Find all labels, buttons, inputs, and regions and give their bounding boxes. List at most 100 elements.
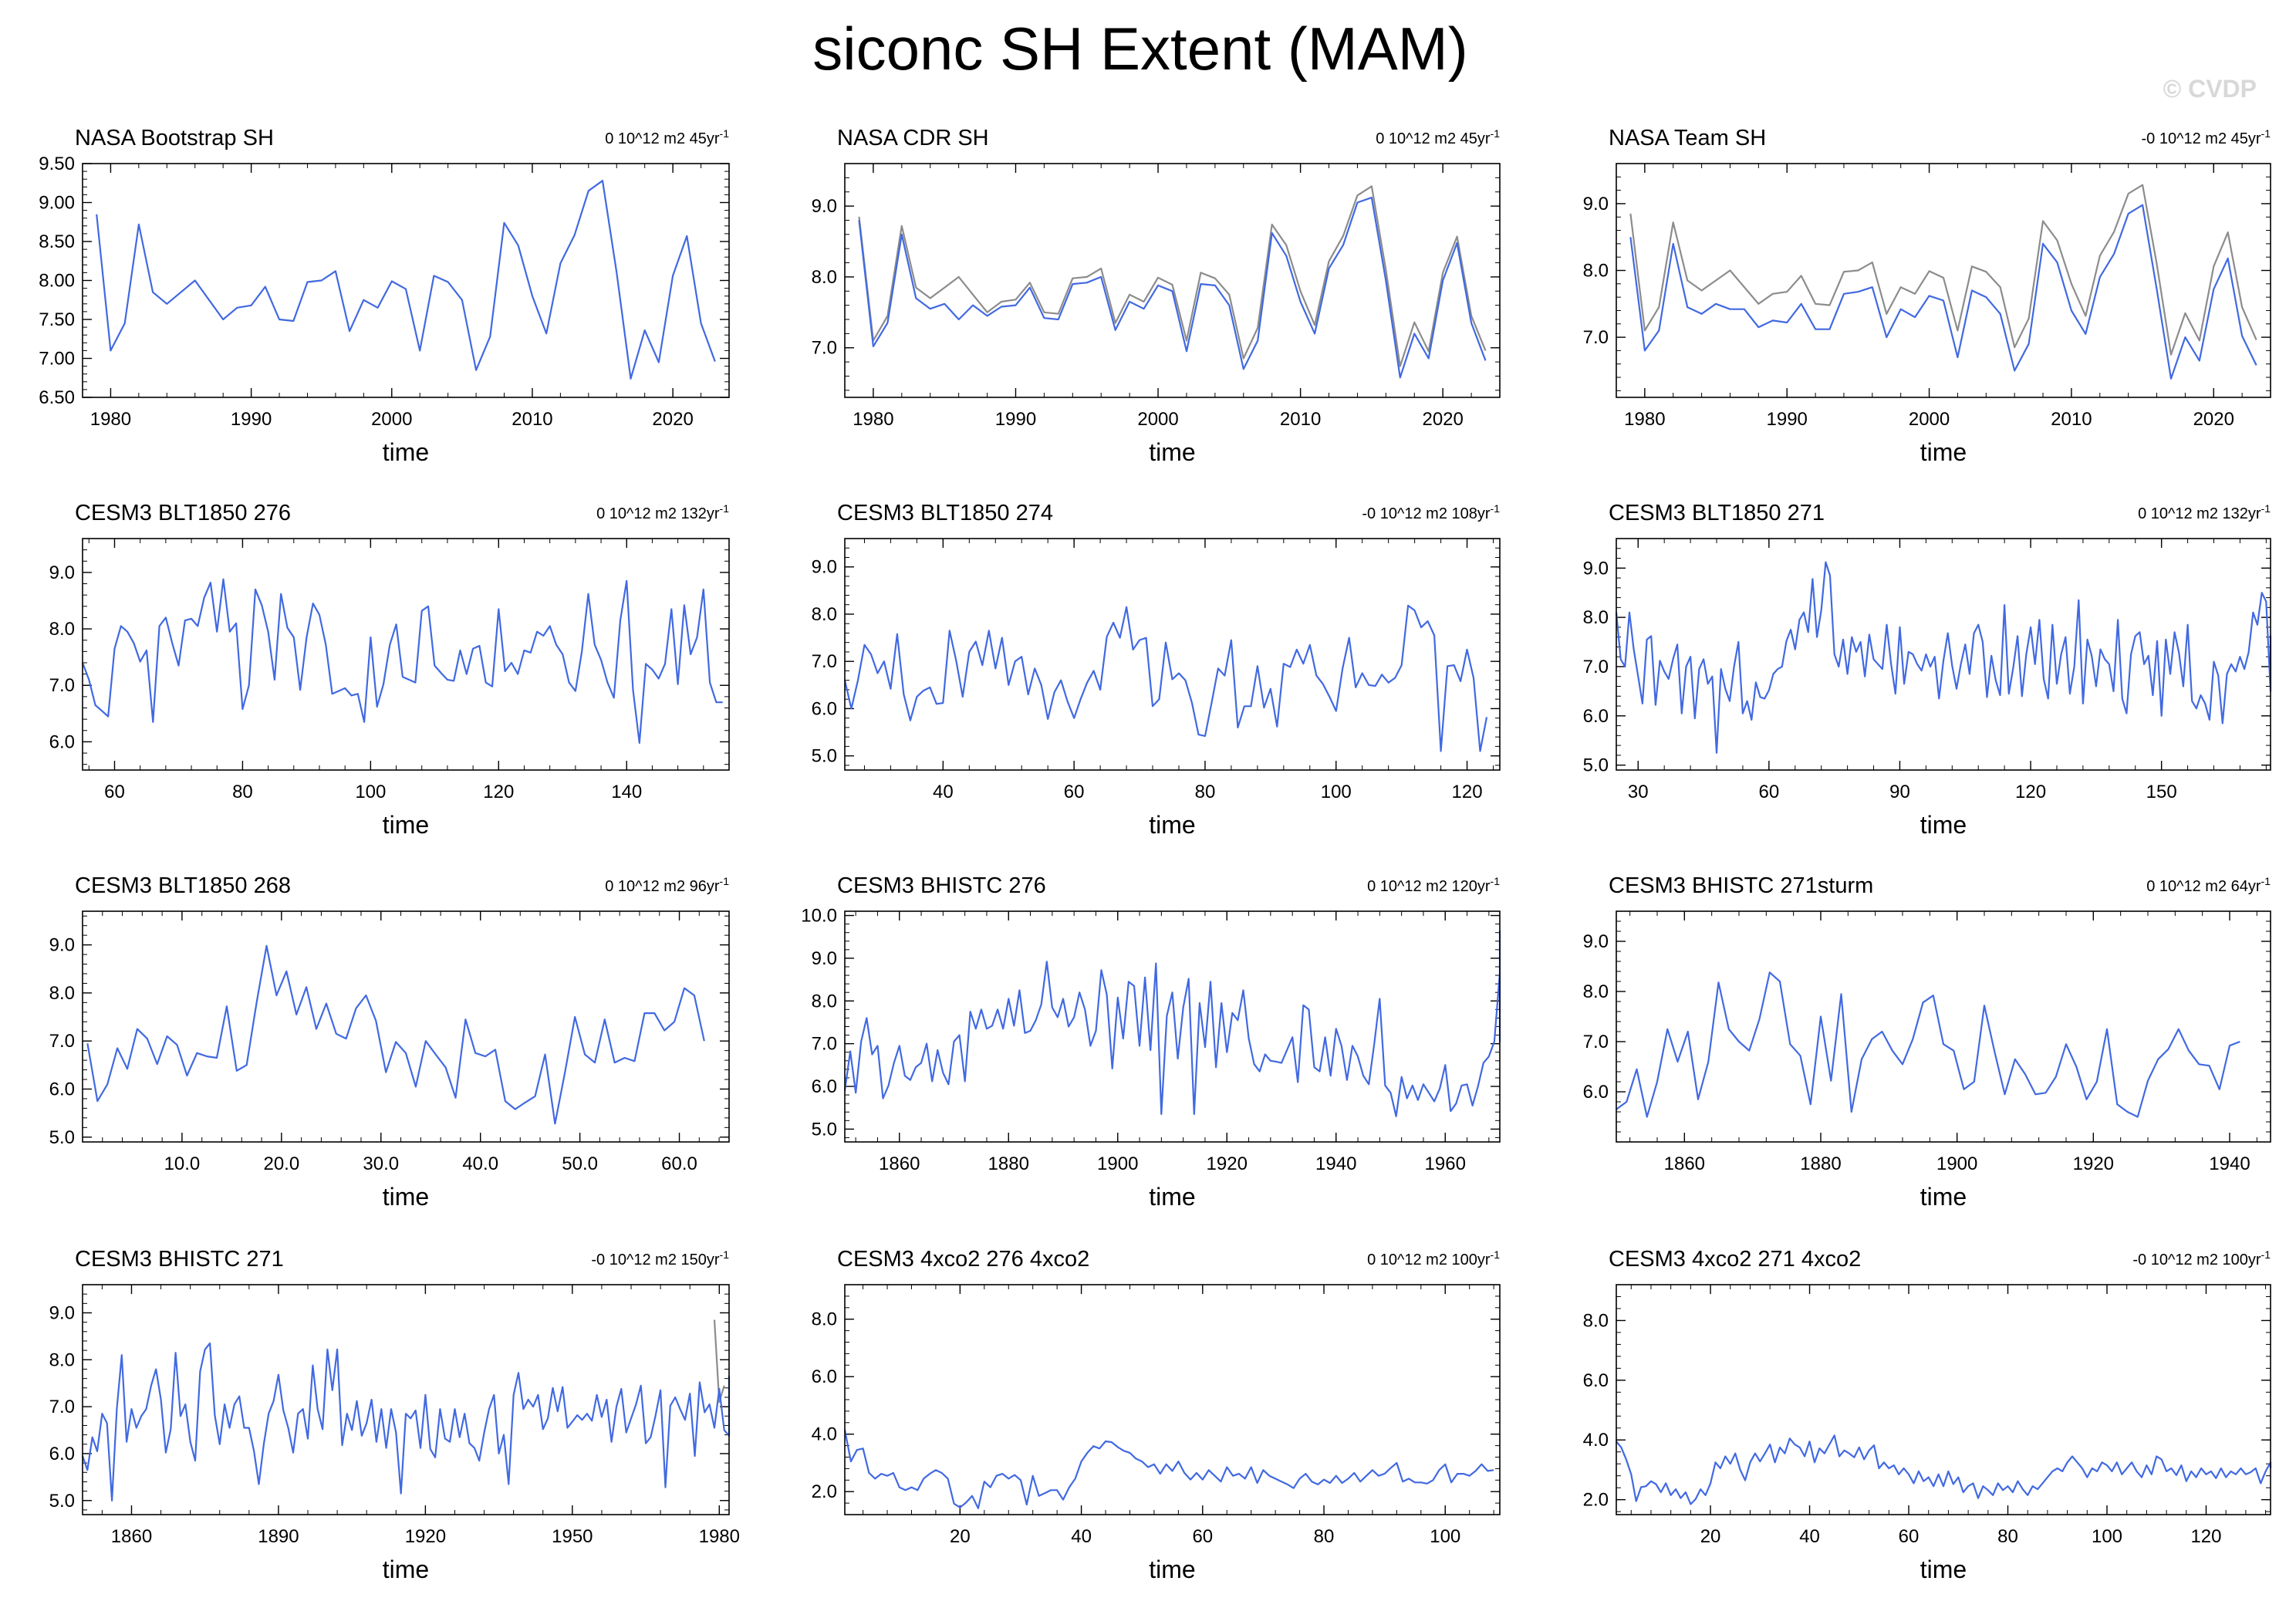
panel-title: CESM3 4xco2 271 4xco2	[1609, 1247, 1861, 1272]
plot-frame	[1616, 910, 2271, 1143]
series-line-1	[1615, 561, 2272, 754]
trend-exponent: -1	[1491, 502, 1501, 515]
plot-frame	[1616, 1284, 2271, 1515]
trend-label: 0 10^12 m2 132yr-1	[2138, 502, 2271, 522]
panel-title: CESM3 BHISTC 271sturm	[1609, 873, 1873, 898]
series-line-1	[96, 180, 716, 380]
y-tick-label: 7.0	[812, 338, 837, 359]
series-line-1	[86, 944, 705, 1125]
x-axis-label: time	[1920, 1183, 1967, 1211]
panel-title: NASA CDR SH	[837, 126, 989, 150]
panel-title: CESM3 4xco2 276 4xco2	[837, 1247, 1089, 1272]
x-tick-label: 100	[2092, 1526, 2122, 1547]
y-tick-label: 5.0	[812, 746, 837, 767]
x-tick-label: 120	[2015, 782, 2046, 802]
y-tick-label: 6.0	[49, 1444, 75, 1464]
x-tick-label: 2010	[512, 409, 552, 430]
trend-label: -0 10^12 m2 150yr-1	[591, 1248, 729, 1268]
panel-12: CESM3 4xco2 271 4xco2 -0 10^12 m2 100yr-1…	[1583, 1247, 2272, 1583]
panel-6: CESM3 BLT1850 271 0 10^12 m2 132yr-1 5.0 6.…	[1583, 501, 2272, 839]
main-title: siconc SH Extent (MAM)	[812, 15, 1468, 83]
panel-title: CESM3 BHISTC 271	[75, 1247, 284, 1272]
x-tick-label: 1940	[2209, 1154, 2250, 1174]
plot-frame	[844, 1284, 1501, 1515]
x-tick-label: 1860	[879, 1154, 920, 1174]
x-axis-label: time	[383, 438, 429, 466]
x-tick-label: 100	[1321, 782, 1352, 802]
y-tick-label: 9.0	[1583, 931, 1609, 952]
trend-label: -0 10^12 m2 100yr-1	[2132, 1248, 2271, 1268]
y-tick-label: 6.0	[1583, 706, 1609, 727]
y-tick-label: 8.0	[49, 1349, 75, 1370]
x-tick-label: 1860	[111, 1526, 152, 1547]
panel-title: NASA Bootstrap SH	[75, 126, 274, 150]
x-tick-label: 20.0	[263, 1154, 299, 1174]
trend-label: 0 10^12 m2 100yr-1	[1367, 1248, 1500, 1268]
y-tick-label: 8.0	[1583, 261, 1609, 282]
x-tick-label: 1990	[231, 409, 272, 430]
trend-label: 0 10^12 m2 45yr-1	[605, 127, 729, 147]
panel-9: CESM3 BHISTC 271sturm 0 10^12 m2 64yr-1 6.…	[1583, 873, 2271, 1211]
x-axis-label: time	[383, 1556, 429, 1583]
x-axis-label: time	[1920, 438, 1967, 466]
panel-11: CESM3 4xco2 276 4xco2 0 10^12 m2 100yr-1 2…	[812, 1247, 1501, 1583]
panel-8: CESM3 BHISTC 276 0 10^12 m2 120yr-1 5.0 6.0…	[801, 873, 1501, 1211]
panels: NASA Bootstrap SH 0 10^12 m2 45yr-1 6.50 7.…	[39, 126, 2272, 1583]
y-tick-label: 7.0	[812, 1034, 837, 1055]
y-tick-label: 6.0	[49, 731, 75, 752]
y-tick-label: 9.0	[1583, 194, 1609, 214]
x-tick-label: 1920	[2073, 1154, 2114, 1174]
trend-label: 0 10^12 m2 45yr-1	[1376, 127, 1500, 147]
trend-exponent: -1	[720, 875, 730, 887]
plot-frame	[82, 910, 730, 1143]
x-tick-label: 2010	[1280, 409, 1321, 430]
y-tick-label: 5.0	[49, 1127, 75, 1148]
x-tick-label: 1940	[1315, 1154, 1356, 1174]
x-tick-label: 20	[950, 1526, 971, 1547]
plot-frame	[82, 1284, 730, 1515]
x-tick-label: 60	[1759, 782, 1780, 802]
x-tick-label: 2020	[2193, 409, 2234, 430]
x-axis-label: time	[1920, 811, 1967, 839]
trend-exponent: -1	[720, 502, 730, 515]
x-tick-label: 2000	[371, 409, 412, 430]
y-tick-label: 7.0	[812, 651, 837, 672]
trend-label: 0 10^12 m2 96yr-1	[605, 875, 729, 895]
plot-frame	[844, 538, 1501, 771]
series-line-1	[713, 1319, 725, 1404]
trend-exponent: -1	[2261, 1248, 2271, 1261]
trend-exponent: -1	[720, 127, 730, 140]
x-axis-label: time	[1920, 1556, 1967, 1583]
series-line-1	[843, 604, 1488, 752]
x-tick-label: 1980	[90, 409, 131, 430]
y-tick-label: 10.0	[801, 906, 837, 927]
panel-2: NASA CDR SH 0 10^12 m2 45yr-1 7.0 8.0 9.0 198…	[812, 126, 1501, 466]
x-tick-label: 30	[1628, 782, 1649, 802]
x-tick-label: 1980	[853, 409, 893, 430]
plot-frame	[1616, 538, 2271, 771]
y-tick-label: 9.0	[49, 1302, 75, 1323]
panel-7: CESM3 BLT1850 268 0 10^12 m2 96yr-1 5.0 6.0…	[49, 873, 730, 1211]
x-tick-label: 100	[355, 782, 386, 802]
trend-exponent: -1	[2261, 127, 2271, 140]
x-axis-label: time	[383, 1183, 429, 1211]
x-axis-label: time	[1149, 811, 1195, 839]
x-tick-label: 50.0	[562, 1154, 598, 1174]
x-tick-label: 1880	[988, 1154, 1029, 1174]
panel-title: CESM3 BLT1850 268	[75, 873, 291, 898]
x-tick-label: 1950	[552, 1526, 593, 1547]
plot-frame	[844, 163, 1501, 398]
y-tick-label: 7.0	[49, 1397, 75, 1417]
y-tick-label: 8.0	[812, 267, 837, 288]
x-tick-label: 40	[933, 782, 954, 802]
y-tick-label: 9.0	[1583, 558, 1609, 579]
panel-title: CESM3 BLT1850 276	[75, 501, 291, 525]
x-tick-label: 60	[1192, 1526, 1213, 1547]
x-tick-label: 140	[611, 782, 642, 802]
trend-label: 0 10^12 m2 132yr-1	[596, 502, 729, 522]
y-tick-label: 8.0	[1583, 607, 1609, 628]
y-tick-label: 7.0	[1583, 657, 1609, 677]
x-tick-label: 10.0	[164, 1154, 201, 1174]
y-tick-label: 8.0	[812, 1309, 837, 1330]
x-tick-label: 120	[1452, 782, 1483, 802]
